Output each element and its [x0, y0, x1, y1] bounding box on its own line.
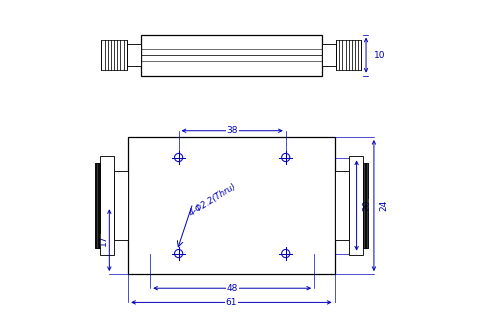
- Bar: [95, 163, 100, 248]
- Text: 4-Φ2.2(Thru): 4-Φ2.2(Thru): [188, 181, 239, 217]
- Text: 17: 17: [98, 234, 107, 246]
- Bar: [334, 171, 349, 240]
- Bar: [128, 137, 334, 274]
- Bar: [349, 156, 363, 255]
- Text: 61: 61: [226, 298, 237, 307]
- Bar: [101, 40, 127, 71]
- Text: 24: 24: [380, 200, 389, 211]
- Bar: [141, 35, 322, 76]
- Bar: [100, 156, 114, 255]
- Bar: [363, 163, 368, 248]
- Bar: [127, 44, 141, 66]
- Text: 38: 38: [227, 126, 238, 135]
- Text: 20: 20: [362, 200, 371, 211]
- Text: 10: 10: [374, 51, 385, 60]
- Bar: [114, 171, 128, 240]
- Bar: [336, 40, 361, 71]
- Bar: [322, 44, 336, 66]
- Text: 48: 48: [227, 284, 238, 293]
